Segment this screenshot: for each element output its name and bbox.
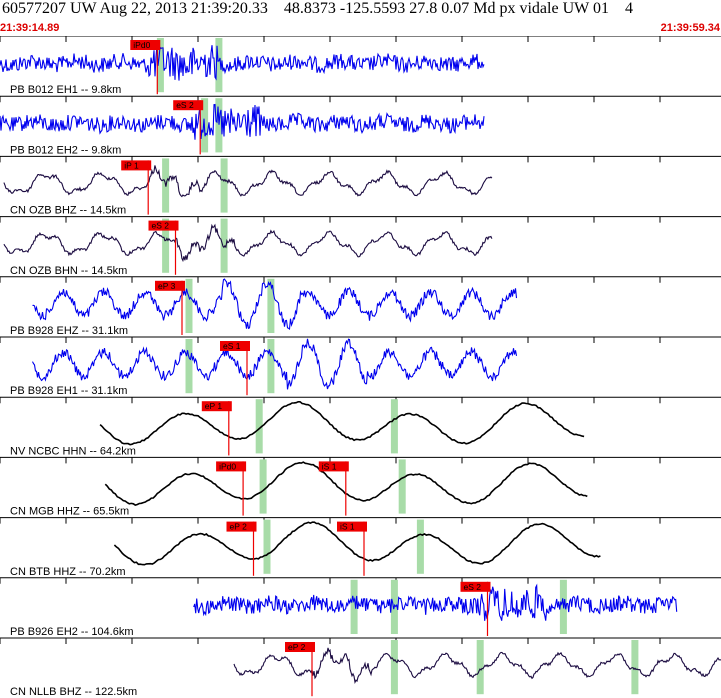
station-label: PB B926 EH2 -- 104.6km	[10, 626, 134, 638]
pick-window	[255, 399, 263, 454]
seismogram-panel[interactable]: iPd0 PB B012 EH1 -- 9.8km eS 2 PB B012 EH2 …	[0, 36, 721, 698]
pick-label: eP 3	[158, 281, 176, 291]
pick-flag[interactable]	[220, 341, 250, 351]
channel-row: eS 1 PB B928 EH1 -- 31.1km	[0, 336, 721, 397]
station-label: CN OZB BHZ -- 14.5km	[10, 205, 126, 217]
channel-row: eS 2 PB B926 EH2 -- 104.6km	[0, 577, 721, 638]
station-label: CN OZB BHN -- 14.5km	[10, 265, 127, 277]
channel-row: eS 2 CN OZB BHN -- 14.5km	[0, 216, 721, 277]
pick-window	[185, 339, 193, 394]
pick-label: eS 2	[152, 221, 170, 231]
pick-label: eP 2	[288, 642, 306, 652]
pick-window	[390, 399, 398, 454]
waveform-trace	[3, 165, 493, 198]
pick-window	[220, 218, 228, 273]
waveform-trace	[99, 401, 585, 446]
pick-window	[185, 278, 193, 333]
waveform-trace	[0, 103, 485, 140]
pick-window	[263, 519, 271, 574]
station-label: PB B012 EH1 -- 9.8km	[10, 84, 121, 96]
pick-label: eS 2	[176, 100, 194, 110]
pick-flag[interactable]	[318, 461, 349, 472]
pick-window	[398, 459, 406, 514]
station-label: CN BTB HHZ -- 70.2km	[10, 566, 126, 578]
pick-window	[390, 640, 398, 695]
waveform-trace	[32, 338, 518, 390]
pick-window	[267, 339, 275, 394]
station-label: NV NCBC HHN -- 64.2km	[10, 445, 136, 457]
waveform-trace	[113, 521, 601, 566]
waveform-trace	[3, 223, 493, 263]
pick-label: eP 1	[205, 401, 223, 411]
channel-row: iPd0 iS 1 CN MGB HHZ -- 65.5km	[0, 456, 721, 518]
pick-label: eS 2	[464, 582, 482, 592]
pick-window	[350, 579, 358, 634]
time-end-label: 21:39:59.34	[660, 22, 720, 34]
pick-flag[interactable]	[216, 461, 247, 472]
pick-flag[interactable]	[155, 280, 185, 291]
pick-flag[interactable]	[130, 40, 161, 50]
station-label: CN MGB HHZ -- 65.5km	[10, 506, 129, 518]
pick-flag[interactable]	[226, 521, 257, 532]
pick-flag[interactable]	[337, 521, 367, 532]
pick-window	[215, 38, 223, 93]
channel-row: eS 2 PB B012 EH2 -- 9.8km	[0, 95, 721, 156]
pick-window	[215, 98, 223, 153]
channel-row: eP 1 NV NCBC HHN -- 64.2km	[0, 396, 721, 457]
pick-label: iPd0	[219, 461, 236, 471]
pick-flag[interactable]	[201, 401, 232, 412]
pick-label: iPd0	[133, 40, 150, 50]
pick-window	[416, 519, 424, 574]
pick-window	[156, 38, 164, 93]
pick-window	[631, 640, 639, 695]
pick-label: iS 1	[340, 522, 355, 532]
pick-flag[interactable]	[121, 160, 152, 171]
time-start-label: 21:39:14.89	[0, 22, 60, 34]
pick-window	[259, 459, 267, 514]
pick-flag[interactable]	[460, 581, 491, 592]
event-header-title: 60577207 UW Aug 22, 2013 21:39:20.33 48.…	[2, 0, 633, 17]
pick-window	[267, 278, 275, 333]
channel-row: eP 2 CN NLLB BHZ -- 122.5km	[0, 637, 721, 698]
waveform-trace	[233, 647, 721, 684]
pick-flag[interactable]	[148, 220, 179, 231]
pick-label: eS 1	[223, 341, 241, 351]
waveform-trace	[193, 583, 678, 621]
station-label: CN NLLB BHZ -- 122.5km	[10, 686, 137, 698]
pick-flag[interactable]	[285, 642, 315, 652]
pick-window	[476, 640, 484, 695]
pick-flag[interactable]	[173, 100, 204, 111]
station-label: PB B928 EH1 -- 31.1km	[10, 385, 127, 397]
pick-label: eP 2	[230, 522, 248, 532]
pick-label: iS 1	[322, 461, 337, 471]
station-label: PB B012 EH2 -- 9.8km	[10, 144, 121, 156]
station-label: PB B928 EHZ -- 31.1km	[10, 325, 128, 337]
pick-label: iP 1	[124, 160, 139, 170]
waveform-trace	[32, 278, 518, 330]
pick-window	[220, 158, 228, 213]
waveform-trace	[0, 44, 485, 81]
channel-row: iPd0 PB B012 EH1 -- 9.8km	[0, 36, 721, 96]
channel-row: eP 3 PB B928 EHZ -- 31.1km	[0, 276, 721, 337]
channel-row: iP 1 CN OZB BHZ -- 14.5km	[0, 155, 721, 217]
channel-row: eP 2 iS 1 CN BTB HHZ -- 70.2km	[0, 517, 721, 578]
pick-window	[162, 218, 170, 273]
